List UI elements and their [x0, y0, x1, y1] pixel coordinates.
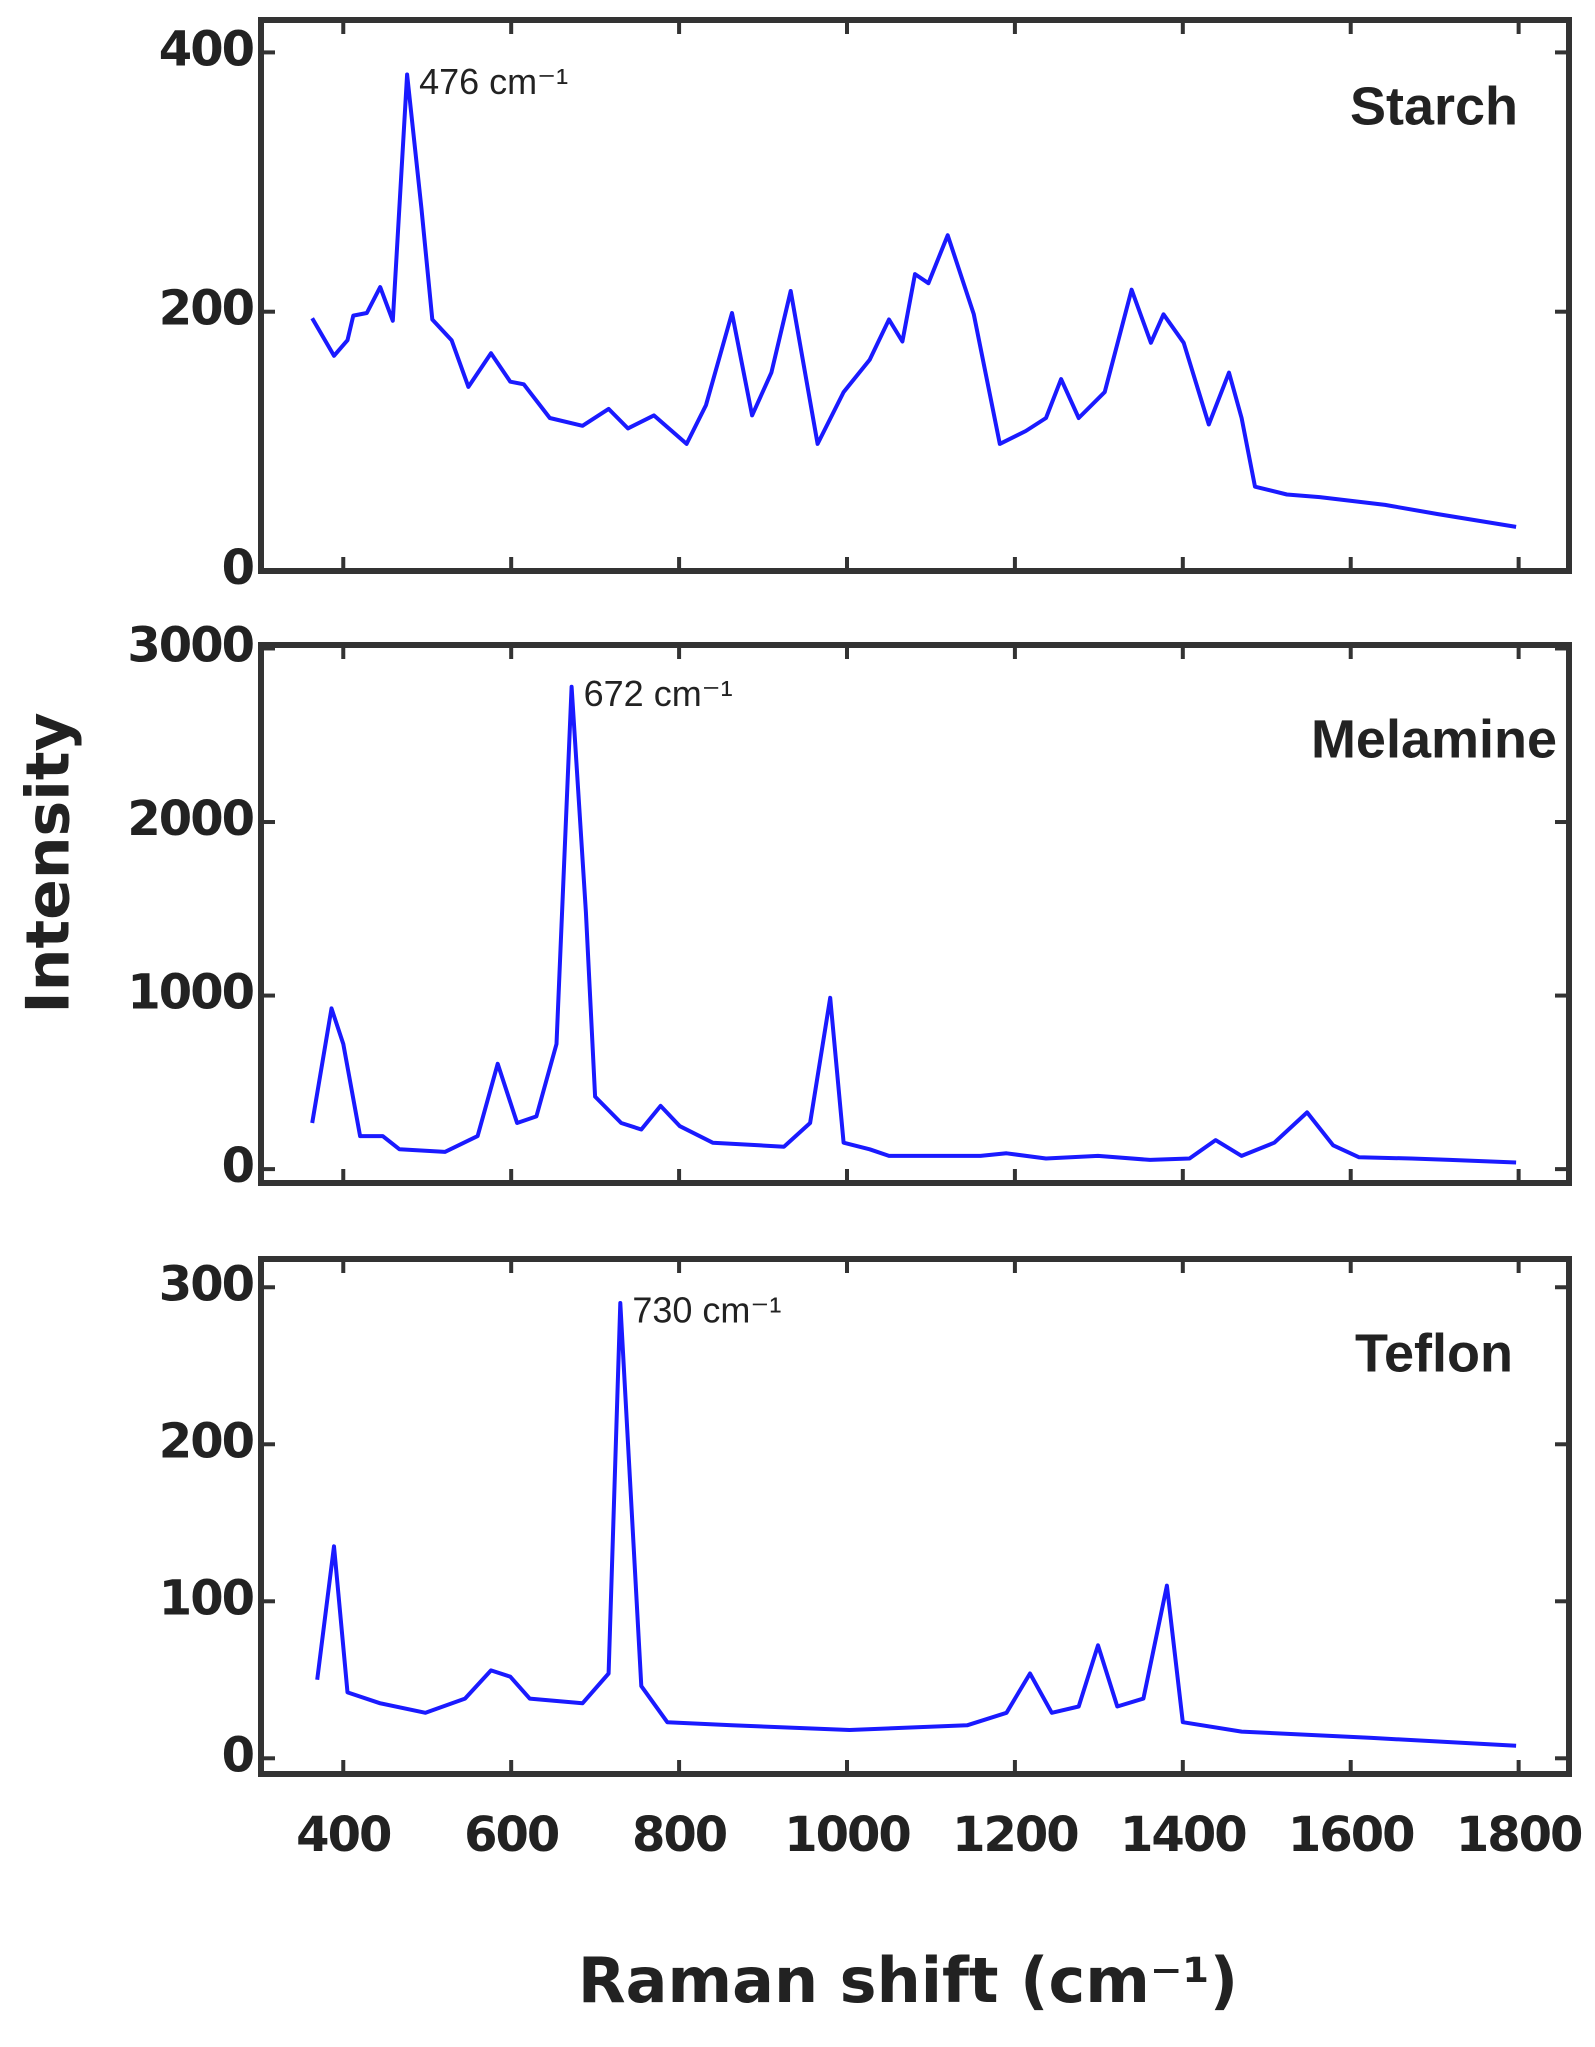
x-tick-label: 400	[296, 1807, 391, 1863]
plot-frame	[258, 17, 1572, 574]
y-tick-label: 100	[159, 1570, 254, 1626]
y-axis-label: Intensity	[14, 712, 84, 1013]
x-tick-label: 600	[464, 1807, 559, 1863]
x-tick-label: 1400	[1120, 1807, 1246, 1863]
y-tick-label: 3000	[127, 617, 253, 673]
panel-title: Starch	[1350, 76, 1518, 136]
x-tick-label: 1800	[1456, 1807, 1582, 1863]
peak-annotation: 730 cm⁻¹	[632, 1289, 781, 1330]
x-axis-label: Raman shift (cm⁻¹)	[578, 1944, 1238, 2017]
spectrum-line	[310, 684, 1517, 1165]
spectrum-line	[310, 72, 1517, 529]
spectrum-line	[315, 1301, 1517, 1748]
y-tick-label: 1000	[127, 965, 253, 1021]
x-tick-label: 1000	[784, 1807, 910, 1863]
x-tick-label: 1600	[1288, 1807, 1414, 1863]
y-tick-label: 300	[159, 1256, 254, 1312]
y-tick-label: 400	[159, 21, 254, 77]
y-tick-label: 0	[222, 1138, 254, 1194]
peak-annotation: 672 cm⁻¹	[584, 673, 733, 714]
y-tick-label: 0	[222, 1727, 254, 1783]
x-tick-label: 800	[632, 1807, 727, 1863]
y-tick-label: 0	[222, 540, 254, 596]
x-tick-label: 1200	[952, 1807, 1078, 1863]
y-tick-label: 2000	[127, 791, 253, 847]
y-tick-label: 200	[159, 1413, 254, 1469]
panel-title: Teflon	[1355, 1323, 1513, 1383]
plot-frame	[258, 642, 1572, 1186]
panel-title: Melamine	[1311, 709, 1557, 769]
y-tick-label: 200	[159, 281, 254, 337]
peak-annotation: 476 cm⁻¹	[419, 61, 568, 102]
plot-frame	[258, 1256, 1572, 1777]
